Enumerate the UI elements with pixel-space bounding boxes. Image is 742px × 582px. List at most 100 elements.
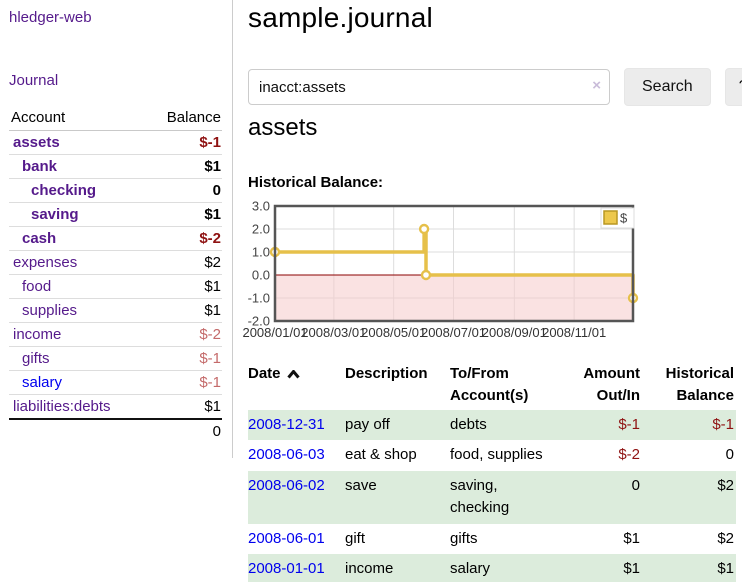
clear-search-icon[interactable]: ×: [592, 77, 601, 94]
account-link[interactable]: cash: [22, 230, 57, 247]
page-title: sample.journal: [248, 2, 433, 33]
account-link[interactable]: supplies: [22, 302, 78, 319]
svg-text:1.0: 1.0: [252, 245, 270, 260]
account-row: income $-2: [9, 322, 222, 347]
transaction-amount: 0: [631, 476, 640, 494]
account-link[interactable]: checking: [31, 182, 97, 199]
transaction-date-link[interactable]: 2008-06-01: [248, 529, 325, 547]
transaction-amount: $1: [623, 560, 640, 577]
transaction-date-link[interactable]: 2008-12-31: [248, 415, 325, 433]
caret-up-icon: [286, 369, 300, 379]
svg-text:-2.0: -2.0: [248, 314, 270, 329]
account-link[interactable]: gifts: [22, 350, 50, 367]
account-balance: $1: [145, 394, 222, 419]
accounts-header-row: Account Balance: [9, 106, 222, 131]
svg-text:2008/09/01: 2008/09/01: [482, 325, 547, 340]
register-row: 2008-06-02 save saving, checking 0 $2: [248, 470, 736, 524]
register-header-balance: Historical Balance: [665, 365, 734, 404]
svg-text:2.0: 2.0: [252, 222, 270, 237]
register-header-description: Description: [345, 365, 428, 382]
account-link[interactable]: expenses: [13, 254, 78, 271]
transaction-accounts: debts: [450, 415, 487, 433]
search-input[interactable]: [248, 69, 610, 105]
account-row: checking 0: [9, 178, 222, 203]
transaction-amount: $-2: [618, 446, 640, 463]
account-row: expenses $2: [9, 250, 222, 275]
transaction-balance: 0: [725, 446, 734, 463]
account-link[interactable]: bank: [22, 158, 58, 175]
register-header-row: Date Description To/From Account(s) Amoun…: [248, 360, 736, 410]
main-content: sample.journal × Search ? assets Histori…: [242, 0, 742, 582]
svg-text:3.0: 3.0: [252, 199, 270, 214]
account-balance: $1: [145, 274, 222, 299]
transaction-balance: $2: [717, 476, 734, 494]
svg-text:2008/11/01: 2008/11/01: [542, 325, 606, 340]
account-balance: $-2: [145, 226, 222, 251]
transaction-amount: $1: [623, 529, 640, 547]
account-balance: $-2: [145, 322, 222, 347]
accounts-table: Account Balance assets $-1 bank $1 checking 0…: [9, 106, 222, 443]
svg-text:2008/07/01: 2008/07/01: [421, 325, 486, 340]
account-link[interactable]: saving: [31, 206, 79, 223]
account-row: saving $1: [9, 202, 222, 227]
register-row: 2008-06-01 gift gifts $1 $2: [248, 524, 736, 555]
account-link[interactable]: income: [13, 326, 62, 343]
transaction-balance: $1: [717, 560, 734, 577]
account-link[interactable]: salary: [22, 374, 63, 391]
register-header-accounts: To/From Account(s): [450, 365, 529, 404]
account-balance: $-1: [199, 134, 221, 151]
transaction-accounts: gifts: [450, 529, 478, 547]
app-brand-link[interactable]: hledger-web: [9, 9, 92, 26]
account-row: food $1: [9, 274, 222, 299]
account-balance: $2: [145, 250, 222, 275]
register-header-date[interactable]: Date: [248, 360, 345, 410]
account-link[interactable]: liabilities:debts: [13, 398, 111, 415]
accounts-header-account: Account: [9, 106, 146, 131]
accounts-total-value: 0: [145, 418, 222, 443]
help-button[interactable]: ?: [724, 68, 742, 106]
search-input-wrap: ×: [248, 69, 610, 105]
register-row: 2008-12-31 pay off debts $-1 $-1: [248, 409, 736, 440]
account-row: cash $-2: [9, 226, 222, 251]
transaction-balance: $-1: [712, 415, 734, 433]
register-row: 2008-06-03 eat & shop food, supplies $-2 0: [248, 440, 736, 471]
account-row: gifts $-1: [9, 346, 222, 371]
transaction-description: pay off: [345, 415, 390, 433]
account-row: salary $-1: [9, 370, 222, 395]
transaction-description: income: [345, 560, 394, 577]
transaction-date-link[interactable]: 2008-01-01: [248, 560, 325, 577]
register-header-date-label: Date: [248, 365, 281, 382]
transaction-description: save: [345, 476, 377, 494]
account-balance: $1: [145, 154, 222, 179]
svg-text:0.0: 0.0: [252, 268, 270, 283]
account-link[interactable]: assets: [13, 134, 60, 151]
sidebar: hledger-web Journal Account Balance asse…: [0, 0, 233, 458]
accounts-header-balance: Balance: [145, 106, 222, 131]
account-row: bank $1: [9, 154, 222, 179]
register-row: 2008-01-01 income salary $1 $1: [248, 554, 736, 582]
search-button[interactable]: Search: [624, 68, 711, 106]
svg-text:2008/03/01: 2008/03/01: [301, 325, 366, 340]
account-balance: $-1: [145, 346, 222, 371]
account-row: liabilities:debts $1: [9, 394, 222, 419]
transaction-amount: $-1: [618, 415, 640, 433]
account-row: supplies $1: [9, 298, 222, 323]
chart-legend: $: [600, 207, 635, 229]
svg-text:2008/01/01: 2008/01/01: [242, 325, 307, 340]
accounts-total-spacer: [9, 418, 146, 443]
transaction-date-link[interactable]: 2008-06-03: [248, 446, 325, 463]
svg-text:-1.0: -1.0: [248, 291, 270, 306]
sidebar-item-journal[interactable]: Journal: [9, 72, 59, 89]
transaction-description: eat & shop: [345, 446, 417, 463]
account-heading: assets: [248, 114, 318, 141]
account-link[interactable]: food: [22, 278, 52, 295]
transaction-date-link[interactable]: 2008-06-02: [248, 476, 325, 494]
account-row: assets $-1: [9, 131, 222, 155]
register-header-amount: Amount Out/In: [583, 365, 640, 404]
svg-text:2008/05/01: 2008/05/01: [361, 325, 426, 340]
account-balance: $1: [145, 202, 222, 227]
historical-balance-chart: 3.0 2.0 1.0 0.0 -1.0 -2.0 2008/01/01 2008/03/01…: [242, 198, 742, 348]
accounts-total-row: 0: [9, 418, 222, 443]
search-form: × Search ?: [248, 68, 742, 106]
account-balance: $-1: [145, 370, 222, 395]
